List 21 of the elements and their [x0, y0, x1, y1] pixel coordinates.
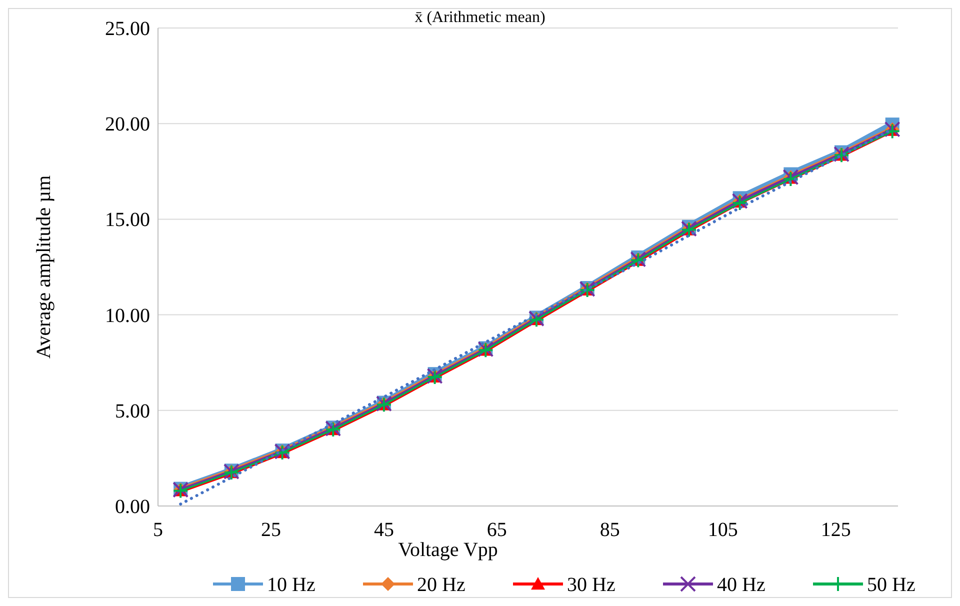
legend-label: 40 Hz [717, 574, 766, 596]
x-tick-label: 25 [260, 519, 281, 541]
legend-label: 10 Hz [267, 574, 316, 596]
legend-label: 20 Hz [417, 574, 466, 596]
legend-label: 30 Hz [567, 574, 616, 596]
legend-label: 50 Hz [867, 574, 916, 596]
y-tick-label: 5.00 [115, 400, 150, 422]
x-tick-label: 125 [820, 519, 851, 541]
y-tick-label: 25.00 [105, 18, 150, 40]
x-tick-label: 45 [374, 519, 394, 541]
y-axis-title: Average amplitude µm [33, 174, 55, 359]
y-tick-label: 10.00 [105, 304, 150, 327]
chart-title: x̄ (Arithmetic mean) [414, 9, 546, 26]
x-tick-label: 85 [600, 519, 620, 541]
y-tick-label: 15.00 [105, 209, 150, 232]
x-tick-label: 105 [708, 519, 738, 541]
x-tick-label: 65 [486, 519, 507, 541]
x-axis-title: Voltage Vpp [398, 539, 498, 561]
y-tick-label: 0.00 [115, 496, 150, 518]
y-tick-label: 20.00 [105, 114, 150, 136]
x-tick-label: 5 [153, 519, 163, 541]
